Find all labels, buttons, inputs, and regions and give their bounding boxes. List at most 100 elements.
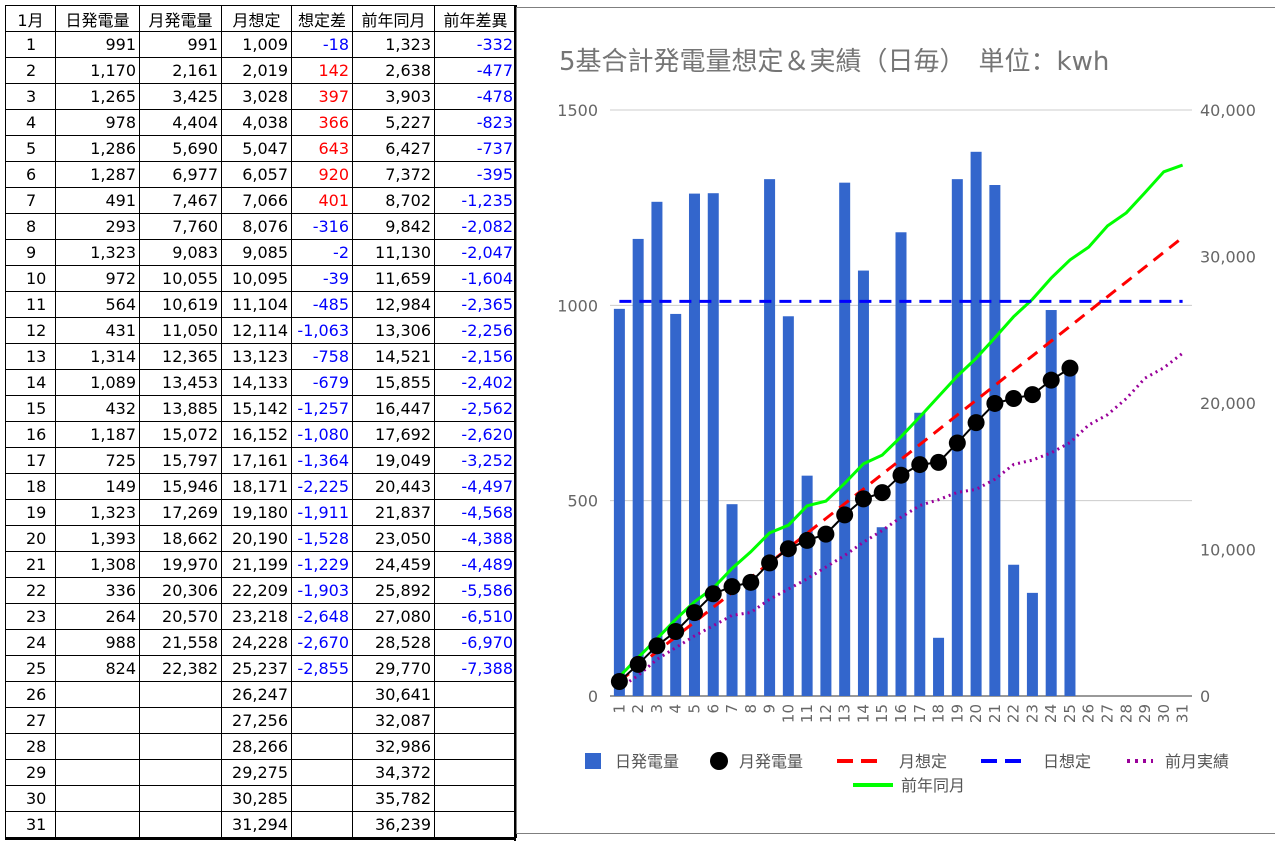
cell-forecast-diff[interactable] <box>291 681 353 708</box>
cell-prev-year-same-month[interactable]: 24,459 <box>352 551 435 578</box>
cell-prev-year-same-month[interactable]: 17,692 <box>352 421 435 448</box>
cell-forecast-diff[interactable]: -1,364 <box>291 447 353 474</box>
cell-monthly-forecast[interactable]: 24,228 <box>221 629 292 656</box>
cell-monthly-forecast[interactable]: 29,275 <box>221 759 292 786</box>
cell-daily-generation[interactable]: 1,286 <box>55 135 140 162</box>
cell-prev-year-same-month[interactable]: 36,239 <box>352 811 435 838</box>
cell-daily-generation[interactable]: 564 <box>55 291 140 318</box>
cell-day[interactable]: 29 <box>5 759 56 786</box>
cell-monthly-generation[interactable]: 15,797 <box>139 447 222 474</box>
cell-monthly-generation[interactable]: 9,083 <box>139 239 222 266</box>
cell-daily-generation[interactable]: 1,323 <box>55 239 140 266</box>
cell-monthly-forecast[interactable]: 17,161 <box>221 447 292 474</box>
cell-day[interactable]: 15 <box>5 395 56 422</box>
cell-day[interactable]: 10 <box>5 265 56 292</box>
cell-monthly-forecast[interactable]: 16,152 <box>221 421 292 448</box>
cell-monthly-generation[interactable] <box>139 785 222 812</box>
cell-daily-generation[interactable]: 988 <box>55 629 140 656</box>
cell-prev-year-diff[interactable]: -4,497 <box>434 473 517 500</box>
cell-monthly-generation[interactable] <box>139 707 222 734</box>
cell-monthly-forecast[interactable]: 14,133 <box>221 369 292 396</box>
cell-day[interactable]: 18 <box>5 473 56 500</box>
cell-prev-year-diff[interactable]: -2,562 <box>434 395 517 422</box>
cell-prev-year-same-month[interactable]: 21,837 <box>352 499 435 526</box>
cell-day[interactable]: 26 <box>5 681 56 708</box>
cell-prev-year-diff[interactable] <box>434 733 517 760</box>
cell-daily-generation[interactable]: 1,308 <box>55 551 140 578</box>
cell-day[interactable]: 2 <box>5 57 56 84</box>
cell-monthly-generation[interactable]: 4,404 <box>139 109 222 136</box>
cell-day[interactable]: 21 <box>5 551 56 578</box>
cell-forecast-diff[interactable]: 366 <box>291 109 353 136</box>
cell-day[interactable]: 24 <box>5 629 56 656</box>
cell-monthly-generation[interactable]: 20,306 <box>139 577 222 604</box>
cell-forecast-diff[interactable]: -2,670 <box>291 629 353 656</box>
cell-day[interactable]: 3 <box>5 83 56 110</box>
cell-forecast-diff[interactable]: -1,911 <box>291 499 353 526</box>
cell-forecast-diff[interactable]: -1,063 <box>291 317 353 344</box>
cell-prev-year-diff[interactable]: -395 <box>434 161 517 188</box>
cell-forecast-diff[interactable] <box>291 707 353 734</box>
cell-day[interactable]: 16 <box>5 421 56 448</box>
cell-monthly-forecast[interactable]: 1,009 <box>221 31 292 58</box>
cell-daily-generation[interactable]: 491 <box>55 187 140 214</box>
cell-prev-year-same-month[interactable]: 19,049 <box>352 447 435 474</box>
cell-daily-generation[interactable]: 725 <box>55 447 140 474</box>
cell-daily-generation[interactable] <box>55 707 140 734</box>
cell-prev-year-diff[interactable]: -1,604 <box>434 265 517 292</box>
cell-prev-year-same-month[interactable]: 15,855 <box>352 369 435 396</box>
cell-prev-year-diff[interactable]: -2,256 <box>434 317 517 344</box>
cell-monthly-generation[interactable]: 10,619 <box>139 291 222 318</box>
cell-daily-generation[interactable]: 1,323 <box>55 499 140 526</box>
cell-forecast-diff[interactable]: -2,855 <box>291 655 353 682</box>
cell-prev-year-diff[interactable]: -2,082 <box>434 213 517 240</box>
cell-monthly-forecast[interactable]: 27,256 <box>221 707 292 734</box>
cell-prev-year-diff[interactable] <box>434 759 517 786</box>
cell-prev-year-same-month[interactable]: 27,080 <box>352 603 435 630</box>
cell-day[interactable]: 4 <box>5 109 56 136</box>
cell-day[interactable]: 28 <box>5 733 56 760</box>
cell-monthly-forecast[interactable]: 5,047 <box>221 135 292 162</box>
cell-forecast-diff[interactable]: -1,080 <box>291 421 353 448</box>
cell-prev-year-same-month[interactable]: 13,306 <box>352 317 435 344</box>
cell-monthly-generation[interactable]: 22,382 <box>139 655 222 682</box>
cell-day[interactable]: 5 <box>5 135 56 162</box>
cell-monthly-forecast[interactable]: 26,247 <box>221 681 292 708</box>
cell-daily-generation[interactable]: 149 <box>55 473 140 500</box>
cell-daily-generation[interactable]: 1,393 <box>55 525 140 552</box>
cell-prev-year-diff[interactable]: -4,388 <box>434 525 517 552</box>
cell-forecast-diff[interactable]: -1,528 <box>291 525 353 552</box>
cell-daily-generation[interactable]: 824 <box>55 655 140 682</box>
cell-prev-year-same-month[interactable]: 34,372 <box>352 759 435 786</box>
cell-monthly-forecast[interactable]: 13,123 <box>221 343 292 370</box>
cell-daily-generation[interactable]: 1,314 <box>55 343 140 370</box>
cell-monthly-generation[interactable]: 3,425 <box>139 83 222 110</box>
cell-day[interactable]: 25 <box>5 655 56 682</box>
cell-daily-generation[interactable]: 972 <box>55 265 140 292</box>
cell-prev-year-same-month[interactable]: 23,050 <box>352 525 435 552</box>
cell-day[interactable]: 31 <box>5 811 56 838</box>
cell-monthly-generation[interactable]: 17,269 <box>139 499 222 526</box>
cell-prev-year-diff[interactable]: -5,586 <box>434 577 517 604</box>
cell-daily-generation[interactable] <box>55 733 140 760</box>
cell-monthly-forecast[interactable]: 15,142 <box>221 395 292 422</box>
cell-prev-year-diff[interactable]: -4,568 <box>434 499 517 526</box>
cell-prev-year-same-month[interactable]: 3,903 <box>352 83 435 110</box>
cell-monthly-forecast[interactable]: 12,114 <box>221 317 292 344</box>
cell-monthly-forecast[interactable]: 11,104 <box>221 291 292 318</box>
cell-monthly-forecast[interactable]: 25,237 <box>221 655 292 682</box>
cell-forecast-diff[interactable] <box>291 785 353 812</box>
cell-prev-year-same-month[interactable]: 32,087 <box>352 707 435 734</box>
cell-monthly-forecast[interactable]: 8,076 <box>221 213 292 240</box>
cell-daily-generation[interactable]: 336 <box>55 577 140 604</box>
cell-daily-generation[interactable] <box>55 681 140 708</box>
cell-daily-generation[interactable]: 991 <box>55 31 140 58</box>
cell-monthly-generation[interactable]: 13,453 <box>139 369 222 396</box>
cell-prev-year-diff[interactable]: -477 <box>434 57 517 84</box>
cell-forecast-diff[interactable] <box>291 733 353 760</box>
cell-daily-generation[interactable] <box>55 785 140 812</box>
cell-forecast-diff[interactable]: -2,225 <box>291 473 353 500</box>
cell-monthly-forecast[interactable]: 21,199 <box>221 551 292 578</box>
cell-day[interactable]: 20 <box>5 525 56 552</box>
cell-monthly-forecast[interactable]: 20,190 <box>221 525 292 552</box>
